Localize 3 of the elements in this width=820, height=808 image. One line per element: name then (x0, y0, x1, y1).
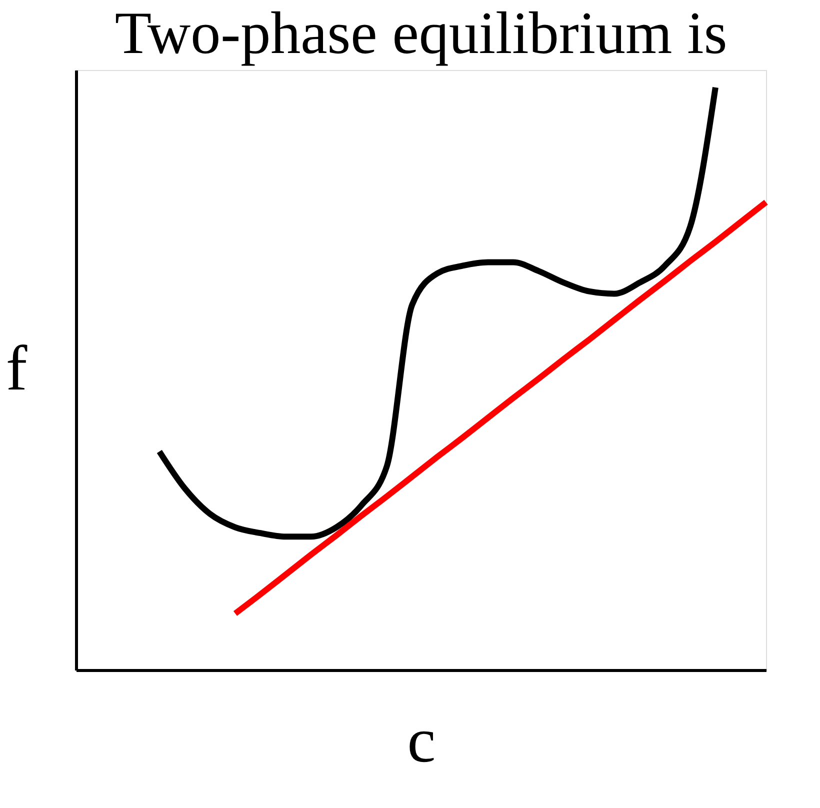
y-axis-title: f (6, 332, 28, 404)
chart-title: Two-phase equilibrium is (114, 0, 728, 66)
x-axis-title: c (407, 704, 436, 776)
